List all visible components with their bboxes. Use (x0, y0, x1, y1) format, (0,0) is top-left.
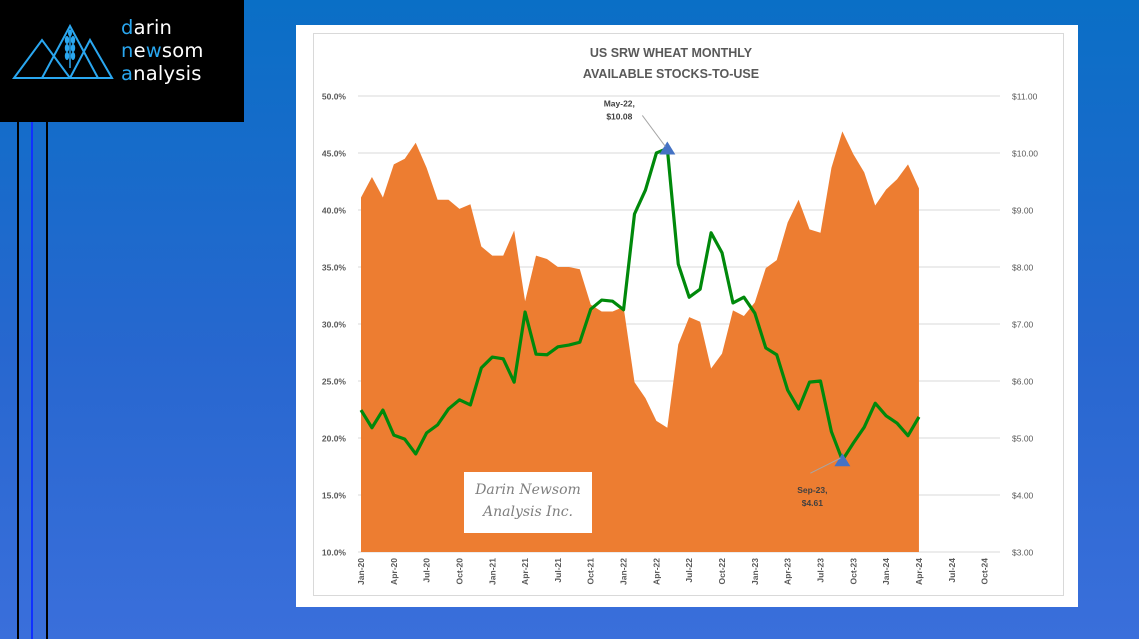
x-tick-label: Oct-20 (454, 558, 464, 585)
decorative-line (46, 122, 48, 639)
x-tick-label: Jul-21 (553, 558, 563, 583)
x-tick-label: Jul-23 (815, 558, 825, 583)
y2-tick-label: $6.00 (1012, 377, 1034, 387)
x-tick-label: Jul-20 (422, 558, 432, 583)
x-tick-label: Jul-22 (684, 558, 694, 583)
x-tick-label: Oct-22 (717, 558, 727, 585)
watermark-line-1: Darin Newsom (475, 482, 581, 498)
y-axis-right: $3.00 $4.00 $5.00 $6.00 $7.00 $8.00 $9.00 $10.0… (1012, 92, 1038, 558)
logo-wordmark: darin newsom analysis (121, 16, 204, 85)
decorative-line (17, 122, 19, 639)
logo: darin newsom analysis (0, 0, 244, 122)
annotations: May-22, $10.08 Sep-23, $4.61 (604, 98, 851, 508)
area-series (361, 131, 919, 552)
y-tick-label: 25.0% (322, 377, 347, 387)
annotation-value: $4.61 (802, 498, 824, 508)
y2-tick-label: $5.00 (1012, 434, 1034, 444)
watermark-line-2: Analysis Inc. (483, 504, 573, 520)
x-tick-label: Apr-22 (651, 558, 661, 585)
x-tick-label: Jan-20 (356, 558, 366, 585)
decorative-line (31, 122, 33, 639)
x-tick-label: Jan-21 (487, 558, 497, 585)
y-tick-label: 20.0% (322, 434, 347, 444)
annotation-leader-line (641, 115, 666, 147)
x-tick-label: Oct-24 (980, 558, 990, 585)
x-tick-label: Jan-22 (619, 558, 629, 585)
logo-line-newsom: newsom (121, 39, 204, 62)
wheat-mountains-icon (12, 23, 114, 79)
y2-tick-label: $4.00 (1012, 491, 1034, 501)
annotation-value: $10.08 (606, 111, 632, 121)
annotation-leader-line (810, 457, 841, 474)
x-tick-label: Oct-23 (848, 558, 858, 585)
annotation-label: Sep-23, (797, 485, 827, 495)
logo-line-darin: darin (121, 16, 173, 39)
line-price (359, 146, 921, 462)
y-tick-label: 10.0% (322, 548, 347, 558)
y-tick-label: 30.0% (322, 320, 347, 330)
line-series (359, 146, 921, 462)
y2-tick-label: $9.00 (1012, 206, 1034, 216)
chart-title: US SRW WHEAT MONTHLY (590, 46, 753, 60)
y-axis-left: 10.0% 15.0% 20.0% 25.0% 30.0% 35.0% 40.0% 45.0%… (322, 92, 347, 558)
x-tick-label: Jan-24 (881, 558, 891, 585)
x-tick-label: Apr-20 (389, 558, 399, 585)
y2-tick-label: $7.00 (1012, 320, 1034, 330)
triangle-marker-icon (834, 453, 851, 467)
y-tick-label: 45.0% (322, 149, 347, 159)
y-tick-label: 50.0% (322, 92, 347, 102)
x-tick-label: Jul-24 (947, 558, 957, 583)
x-tick-label: Jan-23 (750, 558, 760, 585)
watermark-box: Darin Newsom Analysis Inc. (464, 472, 592, 533)
annotation-label: May-22, (604, 98, 635, 108)
logo-line-analysis: analysis (121, 62, 202, 85)
y-tick-label: 35.0% (322, 263, 347, 273)
y2-tick-label: $8.00 (1012, 263, 1034, 273)
x-tick-label: Oct-21 (586, 558, 596, 585)
x-tick-label: Apr-21 (520, 558, 530, 585)
chart-frame (313, 33, 1064, 596)
x-tick-label: Apr-24 (914, 558, 924, 585)
y2-tick-label: $3.00 (1012, 548, 1034, 558)
y-tick-label: 15.0% (322, 491, 347, 501)
y2-tick-label: $11.00 (1012, 92, 1038, 102)
y2-tick-label: $10.00 (1012, 149, 1038, 159)
y-tick-label: 40.0% (322, 206, 347, 216)
area-stocks-to-use (361, 131, 919, 552)
x-axis: Jan-20 Apr-20 Jul-20 Oct-20 Jan-21 Apr-21 Jul-… (356, 558, 990, 585)
x-tick-label: Apr-23 (783, 558, 793, 585)
triangle-marker-icon (659, 141, 676, 155)
chart-subtitle: AVAILABLE STOCKS-TO-USE (583, 67, 759, 81)
